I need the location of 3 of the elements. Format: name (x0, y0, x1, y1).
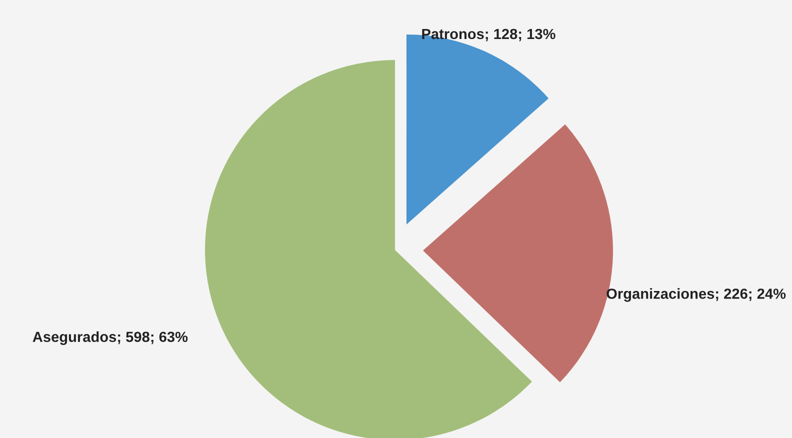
slice-label: Patronos; 128; 13% (422, 28, 556, 42)
slice-label: Organizaciones; 226; 24% (606, 288, 786, 302)
slice-label: Asegurados; 598; 63% (32, 331, 188, 345)
